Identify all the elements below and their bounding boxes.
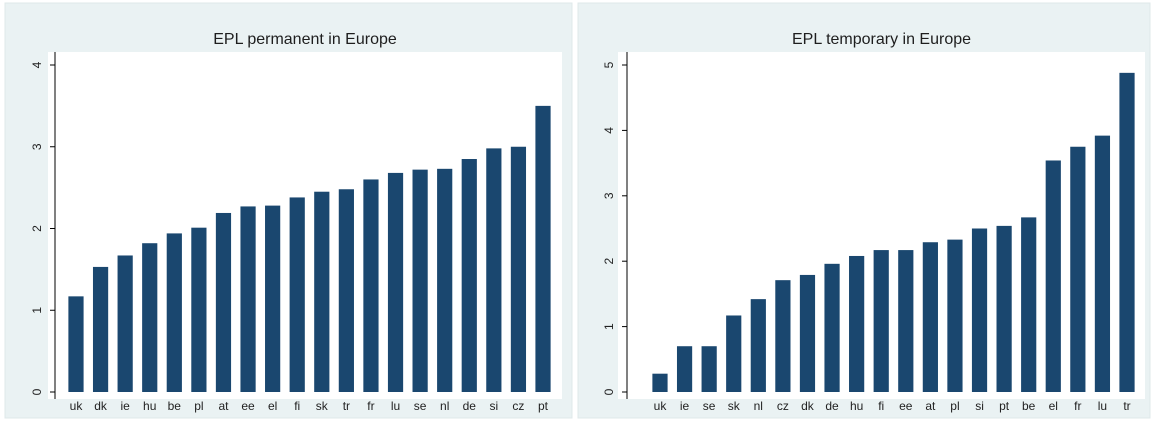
y-tick-label: 5 <box>602 61 616 68</box>
bar <box>191 227 207 392</box>
x-tick-label: at <box>925 399 936 413</box>
y-tick-label: 0 <box>602 388 616 395</box>
x-tick-label: fr <box>1074 399 1081 413</box>
chart-title: EPL temporary in Europe <box>792 31 971 48</box>
x-tick-label: se <box>703 399 716 413</box>
bar <box>486 148 502 392</box>
x-tick-label: ee <box>899 399 913 413</box>
bar <box>510 146 527 392</box>
y-tick-label: 2 <box>30 225 44 232</box>
x-tick-label: sk <box>728 399 741 413</box>
bar <box>240 206 256 392</box>
bar <box>1070 146 1086 392</box>
y-tick-label: 3 <box>30 143 44 150</box>
x-tick-label: cz <box>777 399 789 413</box>
x-tick-label: ie <box>120 399 130 413</box>
chart-title: EPL permanent in Europe <box>213 31 397 48</box>
bar <box>799 274 816 392</box>
bar <box>775 280 791 392</box>
x-tick-label: fi <box>294 399 300 413</box>
bar <box>314 191 330 392</box>
bar <box>898 250 914 392</box>
bar <box>68 296 84 392</box>
x-tick-label: nl <box>754 399 763 413</box>
bar <box>412 169 428 392</box>
x-tick-label: hu <box>143 399 156 413</box>
bar <box>92 266 109 392</box>
x-tick-label: ie <box>680 399 690 413</box>
x-tick-label: dk <box>801 399 815 413</box>
bar <box>922 242 938 392</box>
y-tick-label: 1 <box>602 323 616 330</box>
x-tick-label: ee <box>241 399 255 413</box>
bar <box>849 255 865 392</box>
bar <box>750 299 766 392</box>
bar <box>652 373 668 392</box>
y-tick-label: 4 <box>602 127 616 134</box>
x-tick-label: si <box>490 399 499 413</box>
bar <box>996 225 1012 392</box>
x-tick-label: be <box>1022 399 1036 413</box>
y-tick-label: 4 <box>30 61 44 68</box>
x-tick-label: be <box>168 399 182 413</box>
x-tick-label: hu <box>850 399 863 413</box>
x-tick-label: uk <box>654 399 668 413</box>
bar <box>461 159 477 392</box>
x-tick-label: el <box>1049 399 1058 413</box>
bar <box>971 228 988 392</box>
bar <box>338 189 354 392</box>
bar <box>363 179 379 392</box>
x-tick-label: fi <box>878 399 884 413</box>
bar <box>142 243 158 392</box>
x-tick-label: tr <box>343 399 350 413</box>
x-tick-label: nl <box>440 399 449 413</box>
x-tick-label: uk <box>70 399 84 413</box>
bar <box>215 212 232 392</box>
x-tick-label: si <box>975 399 984 413</box>
x-tick-label: dk <box>94 399 108 413</box>
bar <box>947 239 963 392</box>
y-tick-label: 2 <box>602 258 616 265</box>
x-tick-label: de <box>463 399 477 413</box>
x-tick-label: de <box>825 399 839 413</box>
bar <box>1045 160 1061 392</box>
bar <box>1094 135 1111 392</box>
bar <box>387 172 404 392</box>
y-tick-label: 0 <box>30 388 44 395</box>
x-tick-label: el <box>268 399 277 413</box>
bar <box>437 168 453 392</box>
bar <box>166 233 182 392</box>
bar <box>1021 217 1037 392</box>
x-tick-label: at <box>218 399 229 413</box>
x-tick-label: pt <box>999 399 1010 413</box>
x-tick-label: fr <box>367 399 374 413</box>
x-tick-label: cz <box>512 399 524 413</box>
x-tick-label: tr <box>1123 399 1130 413</box>
y-tick-label: 1 <box>30 307 44 314</box>
bar <box>117 255 133 392</box>
x-tick-label: lu <box>391 399 400 413</box>
bar <box>676 346 693 392</box>
bar <box>726 315 742 392</box>
x-tick-label: se <box>414 399 427 413</box>
bar <box>873 250 889 392</box>
x-tick-label: lu <box>1098 399 1107 413</box>
bar <box>701 346 717 392</box>
bar <box>289 197 305 392</box>
x-tick-label: pt <box>538 399 549 413</box>
y-tick-label: 3 <box>602 192 616 199</box>
x-tick-label: sk <box>316 399 329 413</box>
bar <box>265 205 281 392</box>
x-tick-label: pl <box>194 399 203 413</box>
bar <box>1119 72 1135 393</box>
bar <box>535 105 551 392</box>
bar <box>824 263 840 392</box>
x-tick-label: pl <box>950 399 959 413</box>
